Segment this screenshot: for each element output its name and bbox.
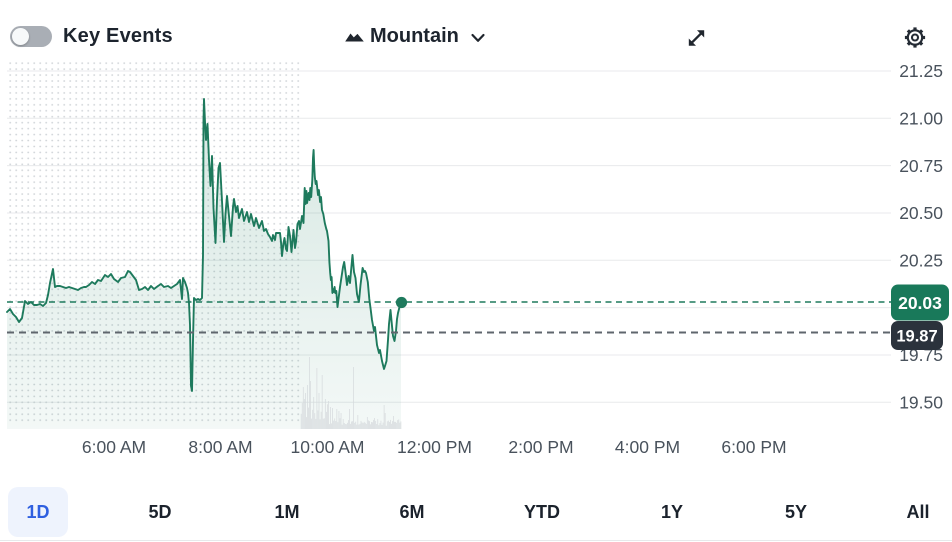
svg-text:6:00 PM: 6:00 PM — [721, 437, 786, 457]
svg-text:20.03: 20.03 — [898, 293, 942, 313]
svg-text:10:00 AM: 10:00 AM — [291, 437, 365, 457]
svg-text:6:00 AM: 6:00 AM — [82, 437, 146, 457]
svg-text:19.50: 19.50 — [899, 393, 943, 413]
svg-text:19.75: 19.75 — [899, 345, 943, 365]
svg-text:4:00 PM: 4:00 PM — [615, 437, 680, 457]
svg-text:19.87: 19.87 — [896, 328, 937, 346]
svg-text:8:00 AM: 8:00 AM — [188, 437, 252, 457]
svg-text:20.75: 20.75 — [899, 156, 943, 176]
svg-text:21.25: 21.25 — [899, 61, 943, 81]
svg-text:20.50: 20.50 — [899, 203, 943, 223]
svg-text:20.25: 20.25 — [899, 251, 943, 271]
svg-text:12:00 PM: 12:00 PM — [397, 437, 472, 457]
svg-text:2:00 PM: 2:00 PM — [508, 437, 573, 457]
svg-text:21.00: 21.00 — [899, 109, 943, 129]
